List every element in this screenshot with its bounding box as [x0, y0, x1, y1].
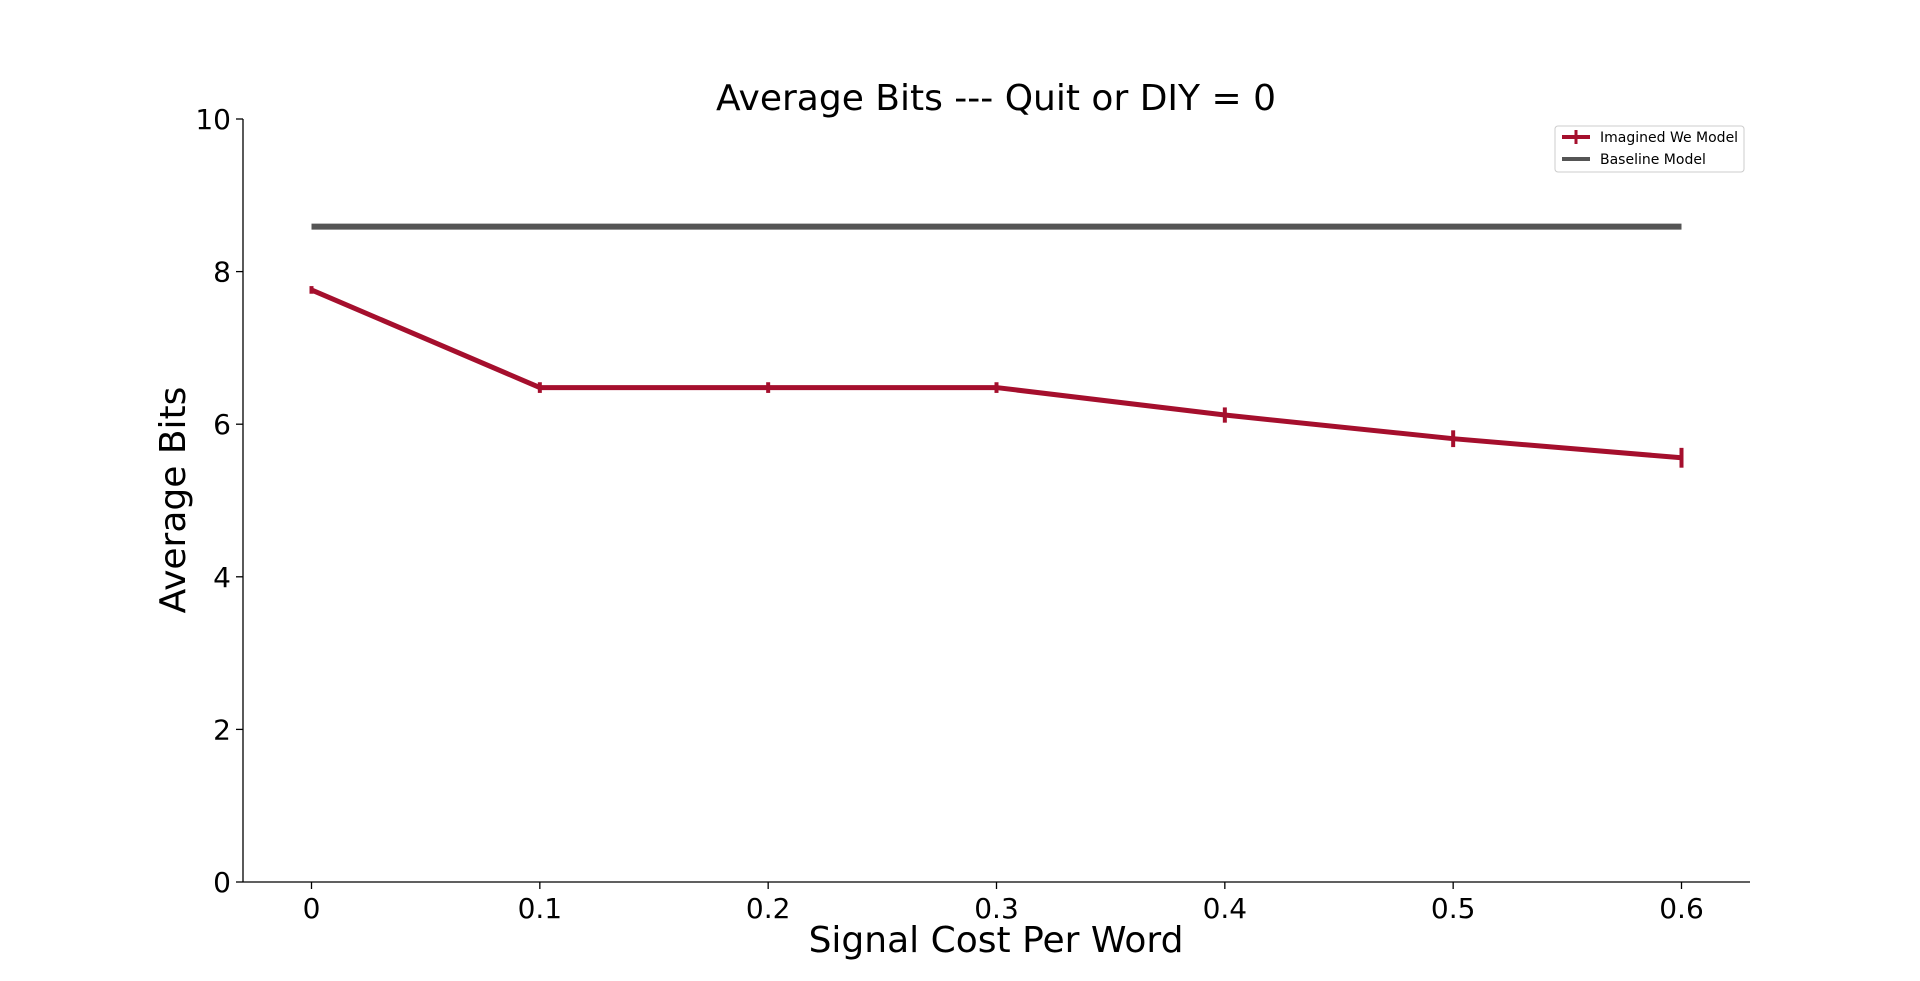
x-tick-label: 0.1	[518, 892, 563, 925]
y-tick-label: 4	[213, 561, 231, 594]
x-tick-label: 0.2	[746, 892, 791, 925]
x-tick-label: 0.6	[1659, 892, 1704, 925]
x-axis-ticks: 0 0.1 0.2 0.3 0.4 0.5 0.6	[303, 882, 1704, 925]
x-tick-label: 0.4	[1203, 892, 1248, 925]
chart-title: Average Bits --- Quit or DIY = 0	[716, 78, 1276, 119]
y-tick-label: 10	[195, 103, 231, 136]
legend-label-baseline: Baseline Model	[1600, 152, 1706, 168]
x-axis-label: Signal Cost Per Word	[809, 920, 1184, 961]
y-tick-label: 2	[213, 713, 231, 746]
legend-label-imagined-we: Imagined We Model	[1600, 130, 1738, 146]
y-tick-label: 8	[213, 256, 231, 289]
y-axis-label: Average Bits	[153, 387, 194, 614]
y-tick-label: 6	[213, 408, 231, 441]
x-tick-label: 0.5	[1431, 892, 1476, 925]
y-axis-ticks: 0 2 4 6 8 10	[195, 103, 243, 899]
series-line-imagined-we-model	[310, 287, 1682, 461]
x-tick-label: 0	[303, 892, 321, 925]
x-tick-label: 0.3	[974, 892, 1019, 925]
series-layer	[309, 223, 1684, 468]
legend: Imagined We Model Baseline Model	[1554, 125, 1745, 173]
y-tick-label: 0	[213, 866, 231, 899]
legend-box	[1554, 125, 1745, 173]
